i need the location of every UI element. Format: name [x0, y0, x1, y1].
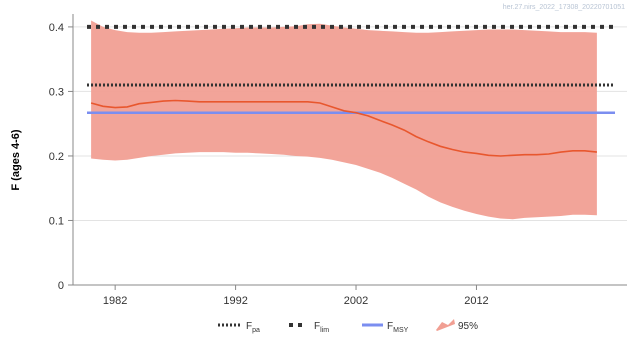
svg-text:Fpa: Fpa: [246, 321, 260, 334]
legend-label-fmsy: F: [387, 321, 393, 332]
svg-text:FMSY: FMSY: [387, 321, 409, 334]
y-tick-label: 0: [58, 280, 64, 292]
legend-label-fpa: F: [246, 321, 252, 332]
y-tick-label: 0.4: [49, 22, 64, 34]
legend-label-ci: 95%: [458, 321, 478, 332]
confidence-band-layer: [91, 20, 597, 220]
legend-sub-flim: lim: [320, 327, 329, 334]
legend-sub-fpa: pa: [252, 327, 260, 334]
svg-text:Flim: Flim: [314, 321, 329, 334]
x-tick-label: 1992: [223, 295, 247, 307]
legend-item-fpa: Fpa: [218, 321, 260, 334]
ci-band: [91, 20, 597, 220]
reference-lines-layer: [87, 24, 615, 114]
legend-item-ci: 95%: [436, 319, 478, 332]
x-tick-label: 2012: [464, 295, 488, 307]
x-tick-label: 1982: [103, 295, 127, 307]
f-estimate-line: [90, 99, 597, 157]
estimate-line-layer: [90, 99, 597, 157]
y-axis-title: F (ages 4-6): [10, 129, 22, 190]
y-tick-label: 0.2: [49, 151, 64, 163]
x-tick-label: 2002: [344, 295, 368, 307]
legend-item-fmsy: FMSY: [362, 321, 409, 334]
axes: 0 0.1 0.2 0.3 0.4 1982 1992 2002 2012: [49, 14, 627, 307]
y-tick-label: 0.1: [49, 215, 64, 227]
legend: Fpa Flim FMSY 95%: [218, 319, 478, 334]
legend-swatch-ci: [436, 319, 455, 331]
y-tick-label: 0.3: [49, 86, 64, 98]
legend-label-flim: F: [314, 321, 320, 332]
watermark-text: her.27.nirs_2022_17308_20220701051: [503, 4, 625, 11]
legend-item-flim: Flim: [289, 321, 329, 334]
legend-sub-fmsy: MSY: [393, 327, 409, 334]
